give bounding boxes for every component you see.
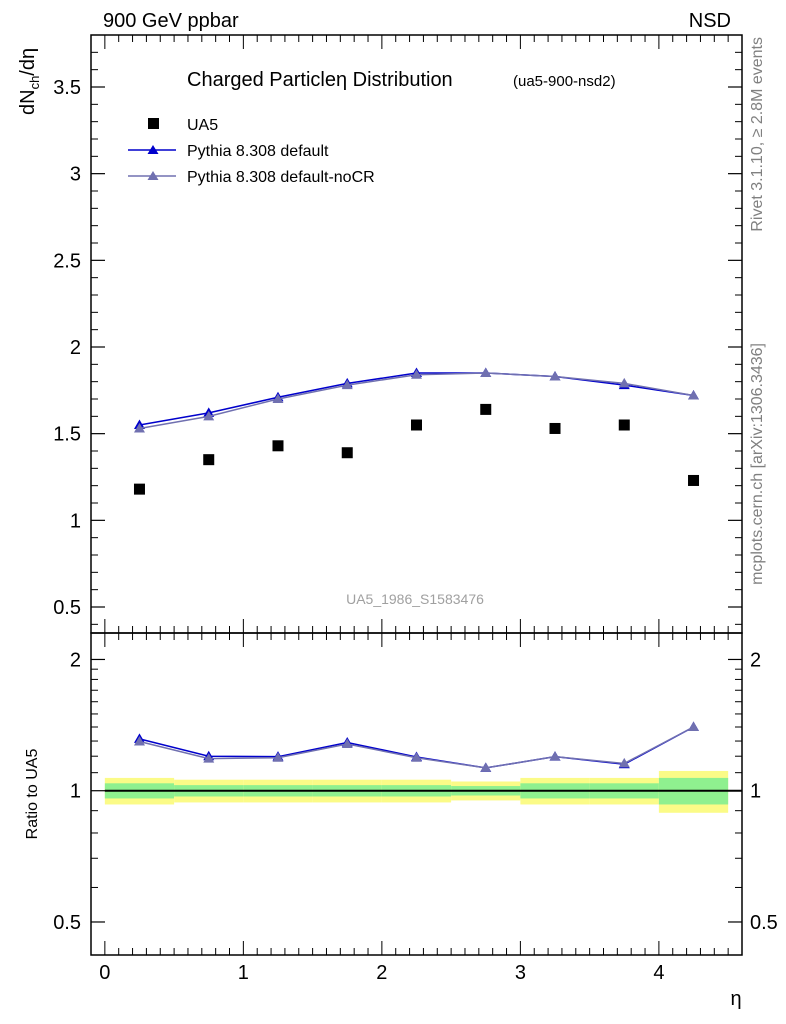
ylabel-sub: ch (27, 76, 42, 90)
data-point-ua5 (341, 447, 353, 459)
data-point-ua5 (411, 419, 422, 431)
x-tick-label: 4 (653, 962, 664, 984)
main-plot (133, 367, 700, 495)
header-left: 900 GeV ppbar (103, 10, 239, 32)
ratio-panel-frame (90, 632, 743, 956)
data-point-ua5 (203, 454, 215, 466)
main-y-tick-label: 0.5 (53, 597, 81, 619)
data-point-ua5 (272, 440, 284, 452)
watermark: UA5_1986_S1583476 (346, 591, 484, 607)
main-y-tick-label: 1 (70, 510, 81, 532)
ratio-point-series-1 (618, 757, 630, 768)
ratio-y-tick-label-left: 1 (70, 781, 81, 803)
main-y-axis-label: dNch/dη (17, 48, 42, 115)
data-point-series-2 (549, 370, 561, 381)
x-tick-label: 2 (376, 962, 387, 984)
main-subtitle: (ua5-900-nsd2) (513, 73, 616, 90)
ratio-y-tick-label-left: 2 (70, 649, 81, 671)
data-point-series-2 (618, 377, 630, 388)
ratio-point-series-1 (411, 752, 422, 762)
ratio-point-series-1 (341, 738, 353, 748)
ratio-point-series-1 (688, 721, 700, 732)
main-y-tick-label: 1.5 (53, 424, 81, 446)
ratio-y-tick-label-right: 0.5 (750, 912, 778, 934)
x-tick-label: 1 (238, 962, 249, 984)
side-label-bottom: mcplots.cern.ch [arXiv:1306.3436] (749, 343, 766, 585)
ratio-plot (133, 721, 700, 772)
ratio-axes: 0.5 0.5 1 1 2 2 0 1 2 3 4 (53, 633, 778, 984)
main-y-tick-label: 2 (70, 337, 81, 359)
data-point-ua5 (549, 422, 561, 434)
ratio-y-tick-label-left: 0.5 (53, 912, 81, 934)
ratio-bands (104, 770, 742, 813)
ratio-point-series-1 (133, 735, 145, 746)
ratio-point-series-1 (480, 762, 492, 772)
legend-label-default: Pythia 8.308 default (187, 143, 329, 160)
main-y-tick-label: 2.5 (53, 250, 81, 272)
ratio-point-series-1 (203, 753, 215, 763)
data-point-series-2 (480, 367, 492, 377)
ratio-y-tick-label-right: 1 (750, 781, 761, 803)
data-point-series-2 (133, 422, 145, 433)
data-point-series-2 (203, 410, 215, 421)
ratio-y-axis-label: Ratio to UA5 (24, 749, 41, 840)
series-line-1 (139, 372, 694, 426)
data-point-ua5 (688, 474, 700, 486)
data-point-series-2 (688, 390, 700, 400)
x-tick-label: 0 (99, 962, 110, 984)
main-title: Charged Particleη Distribution (187, 69, 453, 91)
ylabel-main: dN (17, 89, 39, 115)
legend-marker-ua5 (148, 118, 159, 129)
x-axis-label: η (730, 988, 741, 1010)
data-point-ua5 (618, 419, 630, 431)
header-right: NSD (689, 10, 731, 32)
main-axes: 0.5 1 1.5 2 2.5 3 3.5 (53, 35, 742, 633)
legend-label-ua5: UA5 (187, 117, 218, 134)
legend-marker-nocr (147, 171, 159, 180)
data-point-series-2 (341, 379, 353, 390)
svg-text:dNch/dη: dNch/dη (17, 48, 42, 115)
side-label-top: Rivet 3.1.10, ≥ 2.8M events (749, 37, 766, 232)
legend: UA5 Pythia 8.308 default Pythia 8.308 de… (128, 117, 375, 186)
main-y-tick-label: 3 (70, 164, 81, 186)
data-point-series-2 (272, 393, 284, 403)
legend-marker-default (147, 145, 159, 154)
main-y-tick-label: 3.5 (53, 77, 81, 99)
data-point-ua5 (480, 403, 492, 415)
data-point-ua5 (133, 483, 145, 495)
ylabel-tail: /dη (17, 48, 39, 76)
x-tick-label: 3 (515, 962, 526, 984)
legend-label-nocr: Pythia 8.308 default-noCR (187, 169, 375, 186)
ratio-point-series-1 (549, 751, 561, 761)
data-point-series-2 (411, 369, 422, 379)
ratio-y-tick-label-right: 2 (750, 649, 761, 671)
ratio-point-series-1 (272, 752, 284, 762)
